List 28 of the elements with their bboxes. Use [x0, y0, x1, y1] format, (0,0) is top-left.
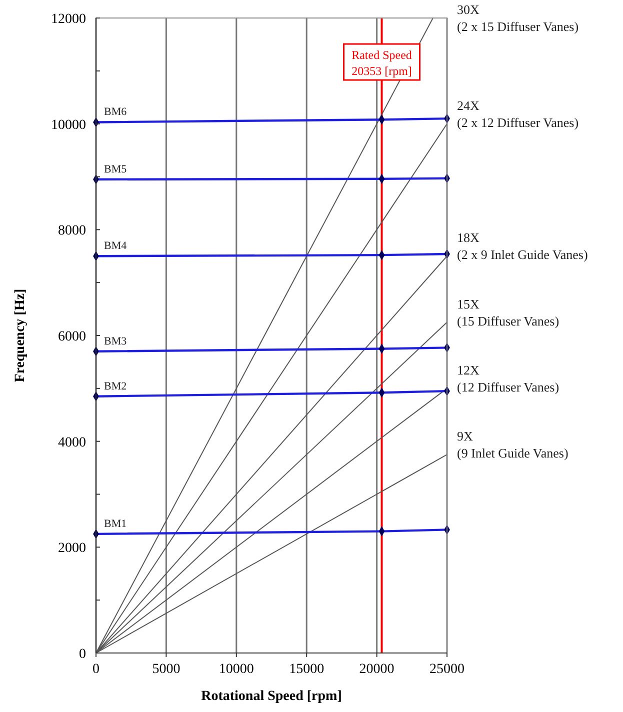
- x-tick-label: 0: [92, 662, 100, 677]
- series-label: BM2: [104, 380, 127, 392]
- x-tick-label: 15000: [289, 662, 324, 677]
- y-tick-label: 10000: [51, 118, 86, 133]
- y-axis-title: Frequency [Hz]: [13, 288, 28, 382]
- ref-line-label: Rated Speed 20353 [rpm]: [352, 48, 412, 78]
- y-tick-label: 12000: [51, 12, 86, 27]
- y-tick-label: 4000: [58, 435, 86, 450]
- series-label: 12X (12 Diffuser Vanes): [457, 362, 560, 394]
- series-label: BM3: [104, 335, 128, 348]
- series-label: BM5: [104, 163, 128, 176]
- series-label: 15X (15 Diffuser Vanes): [457, 296, 560, 328]
- series-label: 30X (2 x 15 Diffuser Vanes): [457, 2, 579, 34]
- series-label: BM4: [104, 240, 128, 252]
- series-label: BM1: [104, 518, 127, 530]
- y-tick-label: 2000: [58, 541, 86, 556]
- x-tick-label: 25000: [430, 662, 464, 677]
- series-label: BM6: [104, 106, 128, 118]
- x-tick-label: 5000: [152, 662, 180, 677]
- x-tick-label: 10000: [218, 662, 254, 677]
- series-label: 18X (2 x 9 Inlet Guide Vanes): [457, 230, 588, 262]
- y-tick-label: 0: [79, 647, 86, 662]
- x-axis-title: Rotational Speed [rpm]: [201, 689, 342, 704]
- x-tick-label: 20000: [359, 662, 394, 677]
- y-tick-label: 6000: [58, 330, 86, 344]
- series-label: 24X (2 x 12 Diffuser Vanes): [457, 98, 579, 130]
- y-tick-label: 8000: [58, 224, 86, 239]
- series-label: 9X (9 Inlet Guide Vanes): [457, 428, 568, 461]
